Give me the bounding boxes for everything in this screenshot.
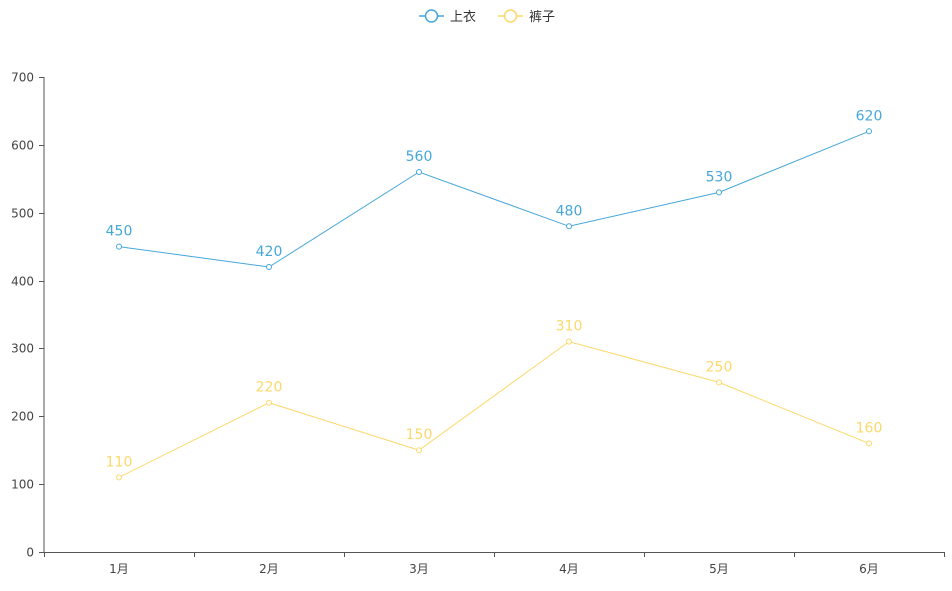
x-tick-label: 6月 bbox=[859, 562, 879, 576]
series-line bbox=[118, 341, 870, 478]
data-point[interactable] bbox=[266, 264, 272, 270]
data-label: 560 bbox=[406, 149, 433, 165]
x-tick-label: 2月 bbox=[259, 562, 279, 576]
x-tick-label: 1月 bbox=[109, 562, 129, 576]
data-point[interactable] bbox=[566, 338, 572, 345]
series-line bbox=[118, 130, 870, 268]
legend-circle-icon bbox=[503, 9, 518, 23]
data-label: 620 bbox=[856, 108, 883, 124]
y-tick-label: 300 bbox=[11, 342, 34, 356]
data-label: 250 bbox=[706, 359, 733, 375]
x-tick-label: 3月 bbox=[409, 562, 429, 576]
data-point[interactable] bbox=[566, 223, 572, 230]
x-axis: 1月 2月 3月 4月 5月 6月 bbox=[44, 552, 945, 576]
data-label: 110 bbox=[106, 454, 133, 470]
series-pants: 110 220 150 310 250 160 bbox=[106, 319, 883, 481]
legend-item-tops[interactable]: 上衣 bbox=[419, 9, 476, 25]
data-point[interactable] bbox=[266, 399, 272, 406]
legend: 上衣 裤子 bbox=[419, 9, 555, 25]
legend-label: 裤子 bbox=[529, 10, 555, 25]
data-point[interactable] bbox=[416, 447, 422, 454]
data-label: 220 bbox=[256, 380, 283, 396]
data-label: 150 bbox=[406, 427, 433, 443]
data-label: 160 bbox=[856, 420, 883, 436]
data-label: 450 bbox=[106, 224, 133, 240]
series-tops: 450 420 560 480 530 620 bbox=[106, 108, 883, 270]
x-tick-label: 5月 bbox=[709, 562, 729, 576]
y-tick-label: 200 bbox=[11, 410, 34, 424]
series-group: 450 420 560 480 530 620 110 220 150 310 250 160 bbox=[106, 108, 883, 481]
y-axis: 0 100 200 300 400 500 600 700 bbox=[11, 71, 45, 560]
data-point[interactable] bbox=[866, 440, 872, 447]
y-tick-label: 400 bbox=[11, 275, 34, 289]
data-point[interactable] bbox=[716, 189, 722, 196]
data-point[interactable] bbox=[116, 243, 122, 250]
y-tick-label: 0 bbox=[26, 546, 34, 560]
data-label: 530 bbox=[706, 169, 733, 185]
legend-label: 上衣 bbox=[450, 9, 476, 25]
data-point[interactable] bbox=[716, 379, 722, 386]
y-tick-label: 700 bbox=[11, 71, 34, 85]
legend-circle-icon bbox=[424, 9, 439, 23]
data-label: 310 bbox=[556, 319, 583, 335]
data-point[interactable] bbox=[116, 474, 122, 481]
x-tick-label: 4月 bbox=[559, 562, 579, 576]
legend-item-pants[interactable]: 裤子 bbox=[498, 9, 555, 25]
y-tick-label: 100 bbox=[11, 478, 34, 492]
data-point[interactable] bbox=[866, 128, 872, 135]
data-label: 480 bbox=[556, 203, 583, 219]
y-tick-label: 600 bbox=[11, 139, 34, 153]
y-tick-label: 500 bbox=[11, 207, 34, 221]
data-point[interactable] bbox=[416, 169, 422, 175]
data-label: 420 bbox=[256, 244, 283, 260]
